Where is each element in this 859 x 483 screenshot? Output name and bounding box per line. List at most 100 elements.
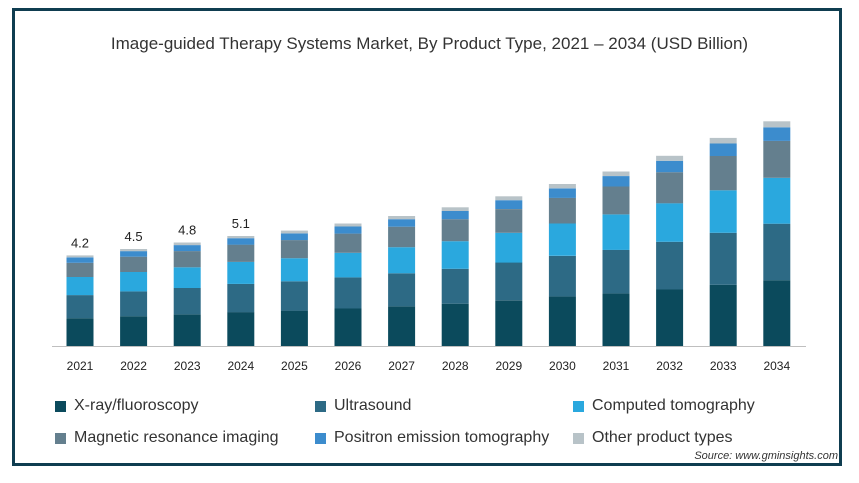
bar-segment [120,291,148,317]
chart-frame [12,8,842,466]
bar-segment [334,252,362,278]
bar-segment [441,268,469,304]
total-data-label: 4.8 [178,223,196,238]
bar-segment [656,160,684,173]
bar-segment [388,226,416,248]
bar-segment [334,277,362,309]
x-tick-label: 2031 [603,359,630,373]
source-note: Source: www.gminsights.com [694,450,838,462]
bar-segment [334,223,362,227]
bar-segment [602,293,630,346]
bar-segment [495,262,523,301]
bar-segment [280,258,308,282]
bar-segment [656,172,684,204]
bar-segment [120,251,148,257]
bar-segment [334,226,362,234]
bar-segment [656,203,684,242]
x-tick-label: 2030 [549,359,576,373]
legend-swatch [315,400,326,412]
x-tick-label: 2028 [442,359,469,373]
bar-segment [173,242,201,246]
legend-label: Ultrasound [334,397,412,414]
legend-swatch [573,432,584,444]
bar-segment [763,223,791,281]
bar-segment [173,251,201,268]
x-tick-label: 2026 [335,359,362,373]
bar-segment [763,280,791,346]
x-tick-label: 2023 [174,359,201,373]
bar-segment [66,255,94,258]
x-tick-label: 2033 [710,359,737,373]
x-tick-label: 2027 [388,359,415,373]
bar-segment [227,312,255,346]
x-tick-label: 2025 [281,359,308,373]
bar-segment [66,262,94,277]
legend-item: X-ray/fluoroscopy [55,397,199,415]
legend-item: Positron emission tomography [315,429,549,447]
bar-segment [334,308,362,346]
bar-segment [709,137,737,144]
bar-segment [173,245,201,252]
legend-swatch [55,432,66,444]
bar-segment [709,284,737,346]
bar-segment [656,155,684,161]
x-tick-label: 2034 [763,359,790,373]
bar-segment [656,241,684,290]
bar-segment [495,200,523,209]
x-tick-label: 2022 [120,359,147,373]
bar-segment [280,233,308,241]
bar-segment [173,267,201,288]
bar-segment [66,257,94,263]
bar-segment [227,244,255,262]
total-data-label: 4.5 [125,229,143,244]
bar-segment [602,171,630,176]
bar-segment [763,177,791,224]
legend-label: Positron emission tomography [334,429,550,446]
bar-segment [66,318,94,346]
legend-label: X-ray/fluoroscopy [74,397,199,414]
bar-segment [120,316,148,346]
chart-title: Image-guided Therapy Systems Market, By … [110,34,749,53]
bar-segment [280,240,308,259]
bar-segment [548,184,576,189]
bar-segment [548,223,576,256]
legend-item: Ultrasound [315,397,411,415]
bar-segment [656,289,684,346]
bar-segment [709,143,737,156]
bar-segment [495,232,523,263]
legend-swatch [315,432,326,444]
bar-segment [388,273,416,307]
bar-segment [280,230,308,234]
legend-swatch [573,400,584,412]
bar-segment [548,255,576,297]
bar-segment [763,140,791,178]
bar-segment [227,238,255,245]
bar-segment [66,295,94,319]
legend-swatch [55,400,66,412]
bar-segment [441,207,469,211]
bar-segment [441,219,469,242]
bar-segment [388,306,416,346]
bar-segment [709,156,737,191]
bar-segment [173,314,201,346]
x-tick-label: 2024 [227,359,254,373]
bar-segment [495,196,523,201]
bar-segment [66,277,94,296]
legend-item: Magnetic resonance imaging [55,429,279,447]
x-tick-label: 2032 [656,359,683,373]
bar-segment [548,197,576,224]
bar-segment [548,188,576,198]
bar-segment [763,121,791,128]
bar-segment [388,216,416,220]
bar-segment [709,190,737,233]
legend-item: Other product types [573,429,733,447]
bar-segment [120,249,148,252]
bar-segment [441,211,469,220]
bar-segment [388,247,416,274]
bar-segment [280,281,308,311]
bar-segment [548,296,576,346]
x-tick-label: 2021 [67,359,94,373]
bar-segment [441,303,469,346]
total-data-label: 4.2 [71,235,89,250]
